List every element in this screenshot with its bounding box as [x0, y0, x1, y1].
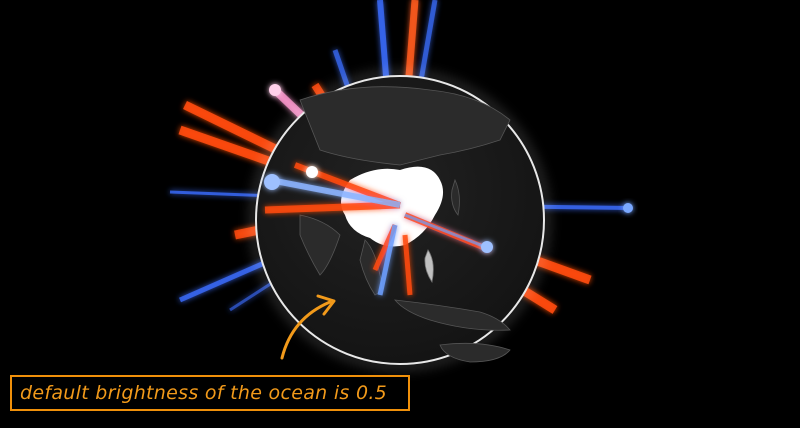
land-india [299, 214, 341, 276]
land-australia-top [439, 342, 511, 363]
annotation-arrow [280, 294, 336, 360]
endpoint-blue-left [264, 174, 280, 190]
endpoint-white-left [306, 166, 318, 178]
land-russia [299, 86, 511, 166]
beam-front-blue-3 [377, 224, 398, 296]
endpoint-blue-mid [481, 241, 493, 253]
land-japan [451, 178, 460, 216]
arrow-shaft [280, 300, 332, 360]
endpoint-blue-right [623, 203, 633, 213]
globe [251, 71, 549, 369]
endpoint-pink-top [269, 84, 281, 96]
beam-front-red-5 [402, 234, 413, 296]
annotation-text: default brightness of the ocean is 0.5 [20, 382, 388, 404]
globe-rim-glow [251, 71, 549, 369]
beam-front-blue-1 [269, 177, 401, 208]
beam-front-red-2 [264, 201, 401, 214]
beam-endpoints [264, 84, 633, 253]
land-philippines [424, 249, 434, 284]
annotation-box: default brightness of the ocean is 0.5 [10, 375, 410, 411]
beam-front-blue-2 [404, 213, 489, 250]
land-indonesia [394, 299, 511, 331]
arrow-head [316, 294, 336, 316]
